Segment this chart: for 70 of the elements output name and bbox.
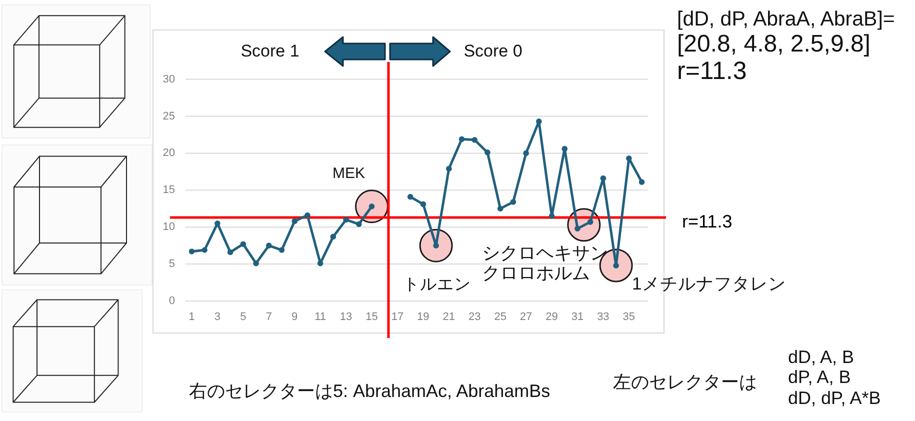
text: Score 1 [240,42,300,60]
x-tick-label: 5 [240,311,246,323]
x-tick-label: 35 [622,311,636,323]
y-tick-label: 20 [162,147,175,160]
ref-line-label: r=11.3 [682,211,732,232]
x-tick-label: 33 [597,311,610,323]
text: r=11.3 [677,57,747,85]
x-tick-label: 25 [494,311,506,323]
point [420,201,426,208]
x-tick-label: 13 [340,311,352,323]
annotation: クロロホルム [482,263,590,283]
point [446,166,452,172]
x-tick-label: 31 [571,311,584,323]
annotation: 1メチルナフタレン [632,274,786,294]
annotation: MEK [332,164,366,182]
y-tick-label: 30 [162,73,175,86]
point [574,226,580,232]
point [458,136,465,142]
text: dD, A, B [788,347,854,367]
text: 左のセレクターは [613,372,757,392]
point [472,137,478,143]
point [600,175,606,182]
x-tick-label: 27 [520,311,532,323]
text: dD, dP, A*B [788,388,881,408]
text: dP, A, B [788,367,851,387]
y-tick-label: 5 [168,258,175,270]
point [202,247,208,253]
point [523,150,529,156]
point [497,206,504,212]
point [188,248,195,254]
y-tick-label: 10 [162,221,175,234]
x-tick-label: 19 [417,311,430,323]
point [266,242,272,248]
text: Score 0 [464,42,522,60]
y-tick-label: 15 [162,184,175,196]
point [638,179,645,185]
point [278,247,285,253]
point [510,199,516,205]
point [343,216,349,223]
x-tick-label: 15 [366,311,378,323]
x-tick-label: 23 [468,311,481,323]
point [626,155,632,162]
text: [dD, dP, AbraA, AbraB]= [677,8,895,30]
point [407,194,414,200]
point [587,219,594,225]
x-tick-label: 29 [546,311,558,323]
y-tick-label: 0 [168,295,175,307]
x-tick-label: 3 [214,311,221,323]
y-tick-label: 25 [162,110,175,122]
x-tick-label: 9 [292,311,298,323]
point [292,218,298,224]
point [304,212,310,218]
point [227,249,234,256]
point [548,213,555,219]
x-tick-label: 11 [314,311,326,323]
annotation: シクロヘキサン [482,242,608,263]
x-tick-label: 7 [266,311,272,323]
point [356,221,362,228]
x-tick-label: 17 [391,311,404,323]
point [536,118,542,124]
x-tick-label: 1 [188,311,195,323]
x-tick-label: 21 [442,311,456,323]
point [484,150,490,156]
point [240,241,246,247]
point [562,146,568,152]
point [330,234,336,240]
text: 右のセレクターは5: AbrahamAc, AbrahamBs [189,381,550,401]
annotation: トルエン [403,276,472,294]
text: [20.8, 4.8, 2.5,9.8] [677,30,870,58]
point [253,260,259,266]
